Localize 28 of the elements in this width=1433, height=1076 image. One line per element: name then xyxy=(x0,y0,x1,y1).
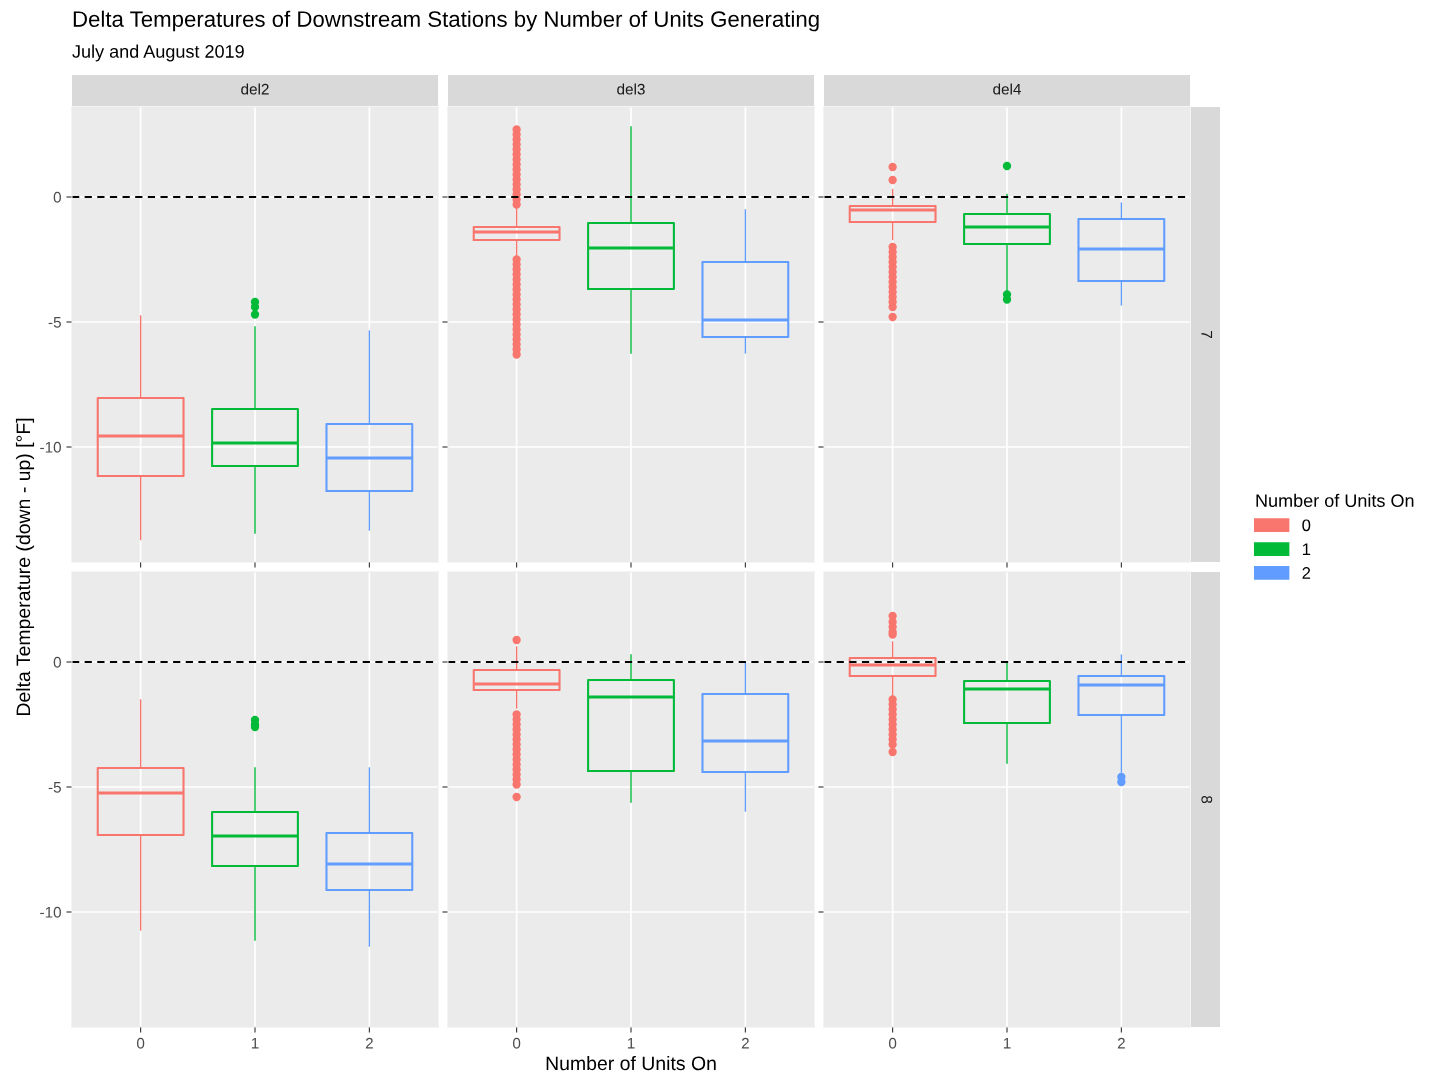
x-tick-label: 0 xyxy=(888,1037,897,1049)
chart-title: Delta Temperatures of Downstream Stations by Number of Units Generating xyxy=(73,10,819,32)
y-tick-label: 0 xyxy=(53,656,61,668)
x-tick-label: 2 xyxy=(741,1037,749,1049)
text: 7 xyxy=(1201,331,1213,338)
y-axis-title: Delta Temperature (down - up) [°F] xyxy=(15,418,35,715)
y-tick-label: -5 xyxy=(48,782,61,793)
y-tick-label: -5 xyxy=(48,317,61,328)
chart-subtitle: July and August 2019 xyxy=(72,44,244,62)
x-axis-title: Number of Units On xyxy=(546,1055,716,1071)
legend-label: 1 xyxy=(1302,543,1311,555)
x-tick-label: 0 xyxy=(512,1037,521,1049)
y-tick-label: 0 xyxy=(53,191,61,203)
legend-label: 0 xyxy=(1302,519,1311,532)
x-tick-label: 2 xyxy=(1117,1037,1125,1049)
legend-title: Number of Units On xyxy=(1256,493,1414,508)
text: del2 xyxy=(241,83,269,95)
x-tick-label: 0 xyxy=(136,1037,145,1049)
y-tick-label: -10 xyxy=(40,441,61,453)
text: 8 xyxy=(1201,795,1213,804)
legend-label: 2 xyxy=(1302,567,1311,579)
x-tick-label: 1 xyxy=(1003,1037,1011,1049)
text: del3 xyxy=(617,83,645,95)
text: del4 xyxy=(993,83,1021,95)
x-tick-label: 2 xyxy=(365,1037,373,1049)
x-tick-label: 1 xyxy=(251,1037,259,1049)
x-tick-label: 1 xyxy=(627,1037,635,1049)
y-tick-label: -10 xyxy=(40,906,61,918)
